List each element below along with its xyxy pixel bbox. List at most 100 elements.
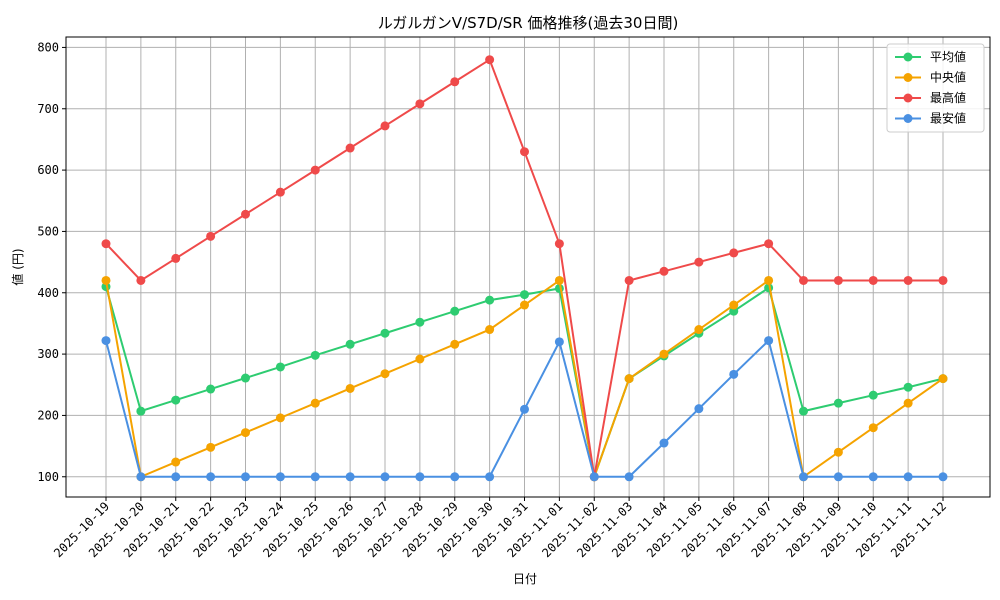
y-tick-label: 400: [37, 286, 59, 300]
data-point: [380, 121, 390, 131]
data-point: [450, 339, 460, 349]
data-point: [136, 406, 146, 416]
series-lines: [101, 55, 948, 482]
y-tick-label: 200: [37, 408, 59, 422]
data-point: [450, 472, 460, 482]
data-point: [589, 472, 599, 482]
data-point: [938, 472, 948, 482]
data-point: [868, 275, 878, 285]
data-point: [171, 395, 181, 405]
data-point: [450, 77, 460, 87]
y-axis-label: 値 (円): [10, 248, 25, 285]
data-point: [345, 383, 355, 393]
data-point: [241, 472, 250, 482]
data-point: [764, 239, 774, 249]
data-point: [275, 413, 285, 423]
data-point: [520, 300, 529, 310]
data-point: [799, 406, 808, 416]
legend-label: 平均値: [930, 49, 966, 64]
data-point: [485, 325, 495, 335]
y-tick-label: 600: [37, 163, 59, 177]
data-point: [380, 369, 390, 379]
data-point: [171, 472, 181, 482]
data-point: [485, 295, 495, 305]
data-point: [415, 354, 425, 364]
data-point: [345, 339, 355, 349]
data-point: [171, 457, 181, 467]
data-point: [520, 290, 529, 300]
data-point: [833, 275, 843, 285]
legend-label: 中央値: [930, 70, 966, 85]
legend-marker: [903, 73, 913, 82]
data-point: [485, 55, 495, 65]
y-tick-label: 700: [37, 102, 59, 116]
data-point: [729, 248, 739, 258]
y-tick-label: 500: [37, 224, 59, 238]
data-point: [903, 398, 913, 408]
chart-title: ルガルガンV/S7D/SR 価格推移(過去30日間): [378, 14, 679, 32]
data-point: [415, 99, 425, 109]
data-point: [729, 369, 739, 379]
data-point: [659, 438, 669, 448]
grid-lines: [66, 37, 990, 497]
y-axis-ticks: 100 200 300 400 500 600 700 800: [37, 40, 66, 484]
data-point: [345, 143, 355, 153]
data-point: [485, 472, 495, 482]
data-point: [380, 472, 390, 482]
data-point: [903, 472, 913, 482]
legend-label: 最高値: [930, 90, 966, 105]
data-point: [903, 382, 913, 392]
data-point: [310, 165, 320, 175]
data-point: [101, 336, 111, 346]
data-point: [275, 472, 285, 482]
plot-frame: [65, 36, 991, 498]
data-point: [764, 336, 774, 346]
data-point: [868, 472, 878, 482]
data-point: [415, 317, 425, 327]
data-point: [206, 384, 216, 394]
data-point: [799, 472, 808, 482]
data-point: [764, 275, 774, 285]
data-point: [938, 374, 948, 384]
data-point: [520, 147, 529, 157]
data-point: [624, 374, 634, 384]
data-point: [101, 275, 111, 285]
data-point: [310, 472, 320, 482]
data-point: [450, 306, 460, 316]
data-point: [659, 349, 669, 359]
data-point: [171, 253, 181, 263]
data-point: [694, 257, 704, 267]
data-point: [694, 404, 704, 414]
data-point: [310, 350, 320, 360]
data-point: [833, 472, 843, 482]
data-point: [833, 447, 843, 457]
data-point: [903, 275, 913, 285]
y-tick-label: 800: [37, 40, 59, 54]
data-point: [868, 423, 878, 433]
legend-marker: [903, 114, 913, 123]
data-point: [241, 209, 250, 219]
data-point: [624, 472, 634, 482]
legend-marker: [903, 52, 913, 62]
data-point: [415, 472, 425, 482]
data-point: [136, 472, 146, 482]
data-point: [799, 275, 808, 285]
y-tick-label: 100: [37, 470, 59, 484]
data-point: [624, 275, 634, 285]
data-point: [554, 239, 564, 249]
data-point: [554, 275, 564, 285]
data-point: [206, 231, 216, 241]
data-point: [938, 275, 948, 285]
data-point: [241, 428, 250, 438]
data-point: [241, 373, 250, 383]
data-point: [729, 300, 739, 310]
data-point: [694, 325, 704, 335]
data-point: [206, 472, 216, 482]
data-point: [554, 337, 564, 347]
data-point: [275, 362, 285, 372]
data-point: [206, 442, 216, 452]
data-point: [345, 472, 355, 482]
legend-marker: [903, 93, 913, 103]
